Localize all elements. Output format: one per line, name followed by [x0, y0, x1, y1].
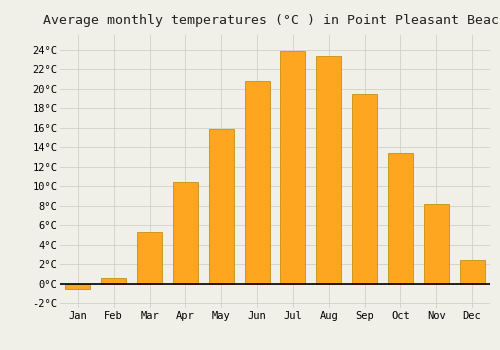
Bar — [460, 260, 484, 284]
Bar — [316, 56, 342, 284]
Title: Average monthly temperatures (°C ) in Point Pleasant Beach: Average monthly temperatures (°C ) in Po… — [43, 14, 500, 27]
Bar — [208, 128, 234, 284]
Bar — [66, 284, 90, 288]
Bar — [101, 278, 126, 284]
Bar — [280, 51, 305, 284]
Bar — [173, 182, 198, 284]
Bar — [137, 232, 162, 284]
Bar — [388, 153, 413, 284]
Bar — [352, 94, 377, 284]
Bar — [424, 204, 449, 284]
Bar — [244, 81, 270, 284]
